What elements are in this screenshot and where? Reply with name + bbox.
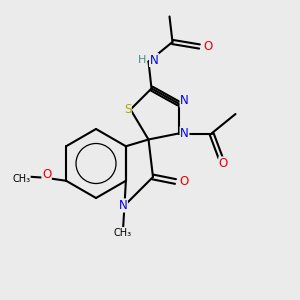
Text: O: O <box>42 168 51 181</box>
Text: N: N <box>149 53 158 67</box>
Text: CH₃: CH₃ <box>114 227 132 238</box>
Text: H: H <box>138 55 146 65</box>
Text: O: O <box>219 157 228 170</box>
Text: S: S <box>124 103 131 116</box>
Text: N: N <box>180 94 189 107</box>
Text: N: N <box>180 127 189 140</box>
Text: CH₃: CH₃ <box>12 174 30 184</box>
Text: N: N <box>118 199 127 212</box>
Text: O: O <box>203 40 212 53</box>
Text: O: O <box>179 175 188 188</box>
